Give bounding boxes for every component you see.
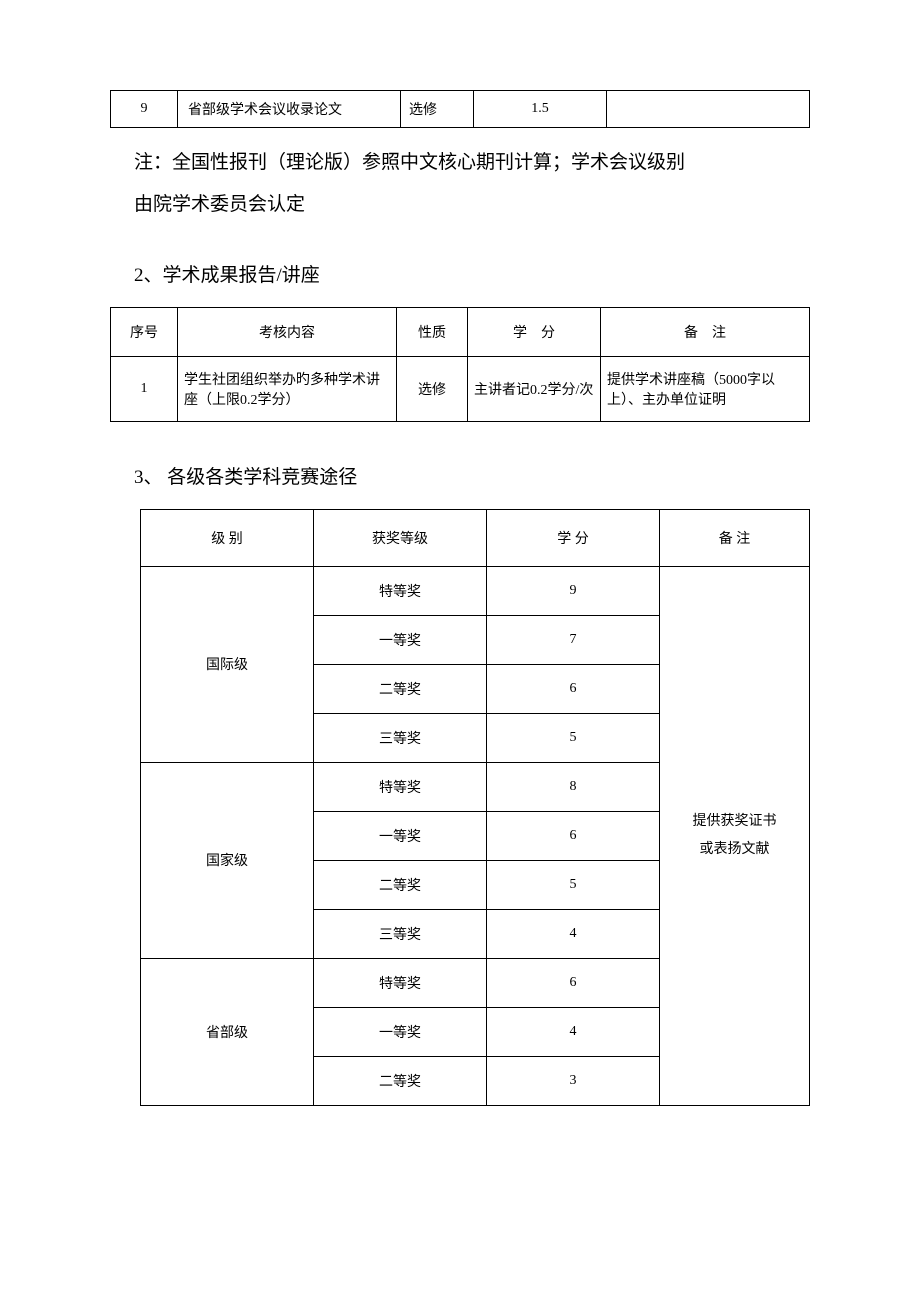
table-1: 9 省部级学术会议收录论文 选修 1.5	[110, 90, 810, 128]
note-line-2: 由院学术委员会认定	[134, 194, 305, 215]
cell-award: 一等奖	[314, 811, 487, 860]
cell-award: 特等奖	[314, 958, 487, 1007]
cell-award: 二等奖	[314, 664, 487, 713]
header-remark: 备 注	[660, 509, 810, 566]
header-level: 级 别	[141, 509, 314, 566]
cell-level: 国家级	[141, 762, 314, 958]
cell-award: 特等奖	[314, 762, 487, 811]
section-3-title: 3、 各级各类学科竞赛途径	[134, 462, 810, 489]
table-row: 1 学生社团组织举办旳多种学术讲座（上限0.2学分） 选修 主讲者记0.2学分/…	[111, 356, 810, 421]
table-header-row: 序号 考核内容 性质 学 分 备 注	[111, 307, 810, 356]
cell-credit: 3	[487, 1056, 660, 1105]
cell-num: 9	[111, 91, 178, 128]
cell-credit: 主讲者记0.2学分/次	[468, 356, 601, 421]
cell-credit: 5	[487, 713, 660, 762]
remark-line-1: 提供获奖证书	[693, 814, 777, 829]
cell-remark: 提供学术讲座稿（5000字以上）、主办单位证明	[601, 356, 810, 421]
table-2: 序号 考核内容 性质 学 分 备 注 1 学生社团组织举办旳多种学术讲座（上限0…	[110, 307, 810, 422]
table-row: 国际级 特等奖 9 提供获奖证书 或表扬文献	[141, 566, 810, 615]
cell-award: 特等奖	[314, 566, 487, 615]
cell-level: 国际级	[141, 566, 314, 762]
cell-nature: 选修	[401, 91, 474, 128]
table-3: 级 别 获奖等级 学 分 备 注 国际级 特等奖 9 提供获奖证书 或表扬文献 …	[140, 509, 810, 1106]
cell-credit: 7	[487, 615, 660, 664]
section-2-title: 2、学术成果报告/讲座	[134, 260, 810, 287]
cell-level: 省部级	[141, 958, 314, 1105]
cell-nature: 选修	[397, 356, 468, 421]
cell-credit: 9	[487, 566, 660, 615]
cell-award: 一等奖	[314, 615, 487, 664]
cell-credit: 6	[487, 958, 660, 1007]
table-header-row: 级 别 获奖等级 学 分 备 注	[141, 509, 810, 566]
header-num: 序号	[111, 307, 178, 356]
cell-credit: 4	[487, 909, 660, 958]
cell-remark	[607, 91, 810, 128]
note-text: 注：全国性报刊（理论版）参照中文核心期刊计算；学术会议级别 由院学术委员会认定	[134, 142, 810, 226]
cell-award: 一等奖	[314, 1007, 487, 1056]
cell-award: 二等奖	[314, 860, 487, 909]
cell-credit: 6	[487, 811, 660, 860]
cell-remark: 提供获奖证书 或表扬文献	[660, 566, 810, 1105]
cell-content: 学生社团组织举办旳多种学术讲座（上限0.2学分）	[178, 356, 397, 421]
cell-credit: 4	[487, 1007, 660, 1056]
header-credit: 学 分	[487, 509, 660, 566]
cell-content: 省部级学术会议收录论文	[178, 91, 401, 128]
header-remark: 备 注	[601, 307, 810, 356]
cell-award: 二等奖	[314, 1056, 487, 1105]
cell-credit: 8	[487, 762, 660, 811]
cell-credit: 6	[487, 664, 660, 713]
cell-credit: 5	[487, 860, 660, 909]
header-credit: 学 分	[468, 307, 601, 356]
note-line-1: 注：全国性报刊（理论版）参照中文核心期刊计算；学术会议级别	[134, 152, 685, 173]
cell-award: 三等奖	[314, 909, 487, 958]
cell-num: 1	[111, 356, 178, 421]
cell-credit: 1.5	[474, 91, 607, 128]
table-row: 9 省部级学术会议收录论文 选修 1.5	[111, 91, 810, 128]
header-content: 考核内容	[178, 307, 397, 356]
remark-line-2: 或表扬文献	[700, 842, 770, 857]
header-award: 获奖等级	[314, 509, 487, 566]
cell-award: 三等奖	[314, 713, 487, 762]
header-nature: 性质	[397, 307, 468, 356]
